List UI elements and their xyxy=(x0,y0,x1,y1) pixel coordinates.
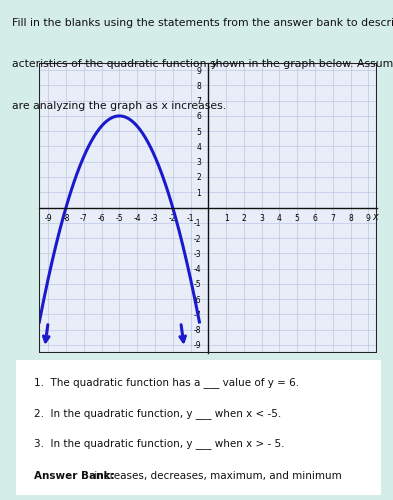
FancyBboxPatch shape xyxy=(5,358,392,498)
Text: x: x xyxy=(373,212,378,222)
Text: acteristics of the quadratic function shown in the graph below. Assume that you: acteristics of the quadratic function sh… xyxy=(12,60,393,70)
Text: are analyzing the graph as x increases.: are analyzing the graph as x increases. xyxy=(12,101,226,111)
Text: 1.  The quadratic function has a ___ value of y = 6.: 1. The quadratic function has a ___ valu… xyxy=(34,378,299,388)
Text: Fill in the blanks using the statements from the answer bank to describe char-: Fill in the blanks using the statements … xyxy=(12,18,393,28)
Text: 3.  In the quadratic function, y ___ when x > - 5.: 3. In the quadratic function, y ___ when… xyxy=(34,438,285,449)
Text: y: y xyxy=(212,59,217,69)
Text: increases, decreases, maximum, and minimum: increases, decreases, maximum, and minim… xyxy=(91,471,342,481)
Text: 2.  In the quadratic function, y ___ when x < -5.: 2. In the quadratic function, y ___ when… xyxy=(34,408,281,420)
Text: Answer Bank:: Answer Bank: xyxy=(34,471,115,481)
